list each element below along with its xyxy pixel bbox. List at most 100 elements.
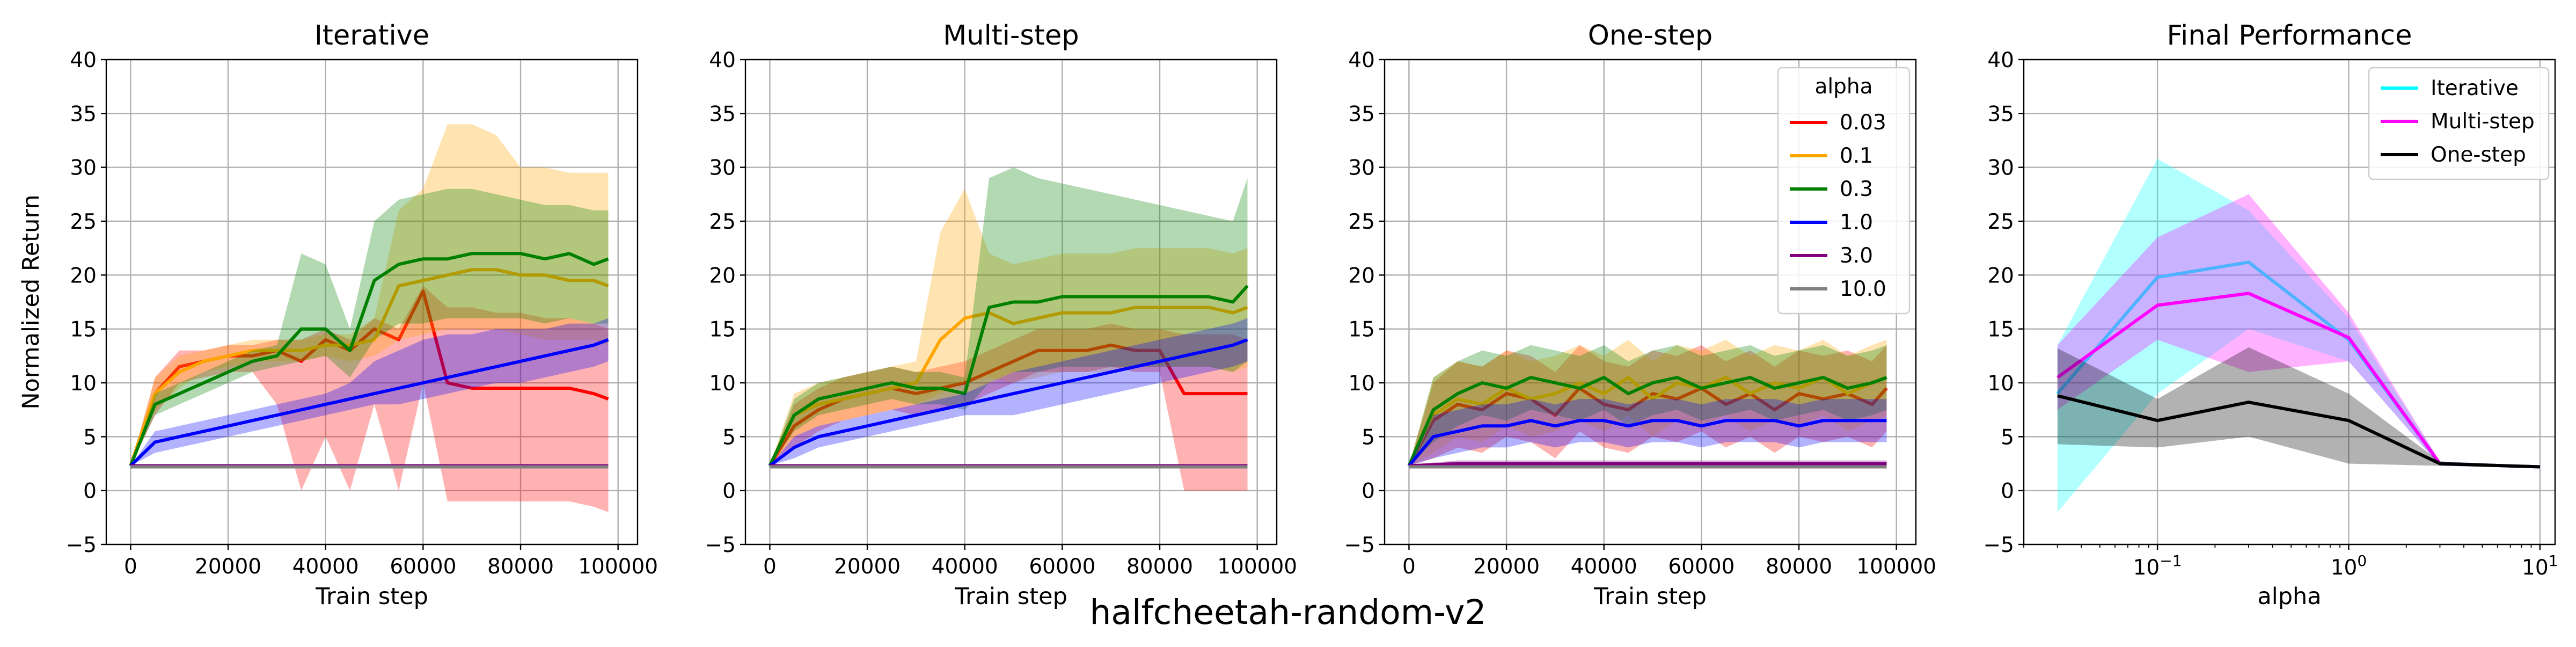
legend-label-Multi-step: Multi-step <box>2431 110 2535 134</box>
y-tick-label: 30 <box>709 156 736 180</box>
legend-label-One-step: One-step <box>2431 143 2526 167</box>
x-tick-label: 40000 <box>1571 555 1637 579</box>
y-tick-label: 5 <box>722 425 736 449</box>
legend: Iterative Multi-step One-step <box>2368 67 2550 180</box>
x-tick-label: 60000 <box>1029 555 1095 579</box>
x-tick-label: 80000 <box>1126 555 1193 579</box>
band-Multi-step <box>2057 194 2540 468</box>
y-tick-label: 35 <box>709 102 736 126</box>
band-0.03 <box>770 323 1248 491</box>
band-1.0 <box>1409 399 1887 466</box>
series-line-0.3 <box>768 285 1249 467</box>
y-tick-label: 20 <box>1987 264 2014 288</box>
y-tick-label: 5 <box>83 425 97 449</box>
legend-label-0.1: 0.1 <box>1840 144 1873 168</box>
x-tick-label: 10−1 <box>2133 552 2182 580</box>
panel-title: Final Performance <box>2167 20 2412 52</box>
y-tick-label: 10 <box>1348 372 1375 396</box>
legend-label-Iterative: Iterative <box>2431 76 2519 100</box>
y-tick-label: 15 <box>709 318 736 342</box>
y-tick-label: 0 <box>1362 479 1375 504</box>
y-tick-label: 5 <box>2001 425 2014 449</box>
y-tick-label: 35 <box>1987 102 2014 126</box>
y-tick-label: 30 <box>1987 156 2014 180</box>
y-tick-label: 30 <box>70 156 97 180</box>
x-tick-label: 80000 <box>487 555 554 579</box>
x-tick-label: 60000 <box>390 555 456 579</box>
y-tick-label: 15 <box>1348 318 1375 342</box>
y-tick-label: 25 <box>1987 210 2014 234</box>
axes-frame <box>2023 59 2556 546</box>
series-line-0.1 <box>768 306 1248 467</box>
x-tick-label: 0 <box>763 555 777 579</box>
y-tick-label: 0 <box>83 479 97 504</box>
band-0.1 <box>770 188 1248 466</box>
band-0.1 <box>130 124 609 466</box>
x-tick-label: 20000 <box>1473 555 1540 579</box>
series-line-1.0 <box>129 338 609 467</box>
y-tick-label: 10 <box>709 372 736 396</box>
series-line-0.1 <box>1407 376 1887 467</box>
legend-label-1.0: 1.0 <box>1840 210 1873 235</box>
plot-area <box>2056 158 2540 512</box>
x-tick-label: 101 <box>2522 552 2558 580</box>
y-tick-label: −5 <box>705 533 736 557</box>
y-tick-label: 30 <box>1348 156 1375 180</box>
x-tick-label: 40000 <box>292 555 359 579</box>
series-line-One-step <box>2057 394 2540 469</box>
plot-area <box>129 124 609 512</box>
x-tick-label: 100000 <box>1217 555 1297 579</box>
band-0.3 <box>130 188 609 466</box>
x-tick-label: 60000 <box>1668 555 1735 579</box>
y-tick-label: 35 <box>1348 102 1375 126</box>
band-0.3 <box>770 167 1248 466</box>
y-tick-label: 25 <box>1348 210 1375 234</box>
axes-frame <box>105 59 639 546</box>
legend-box <box>2368 67 2550 180</box>
x-tick-label: 80000 <box>1766 555 1832 579</box>
band-0.3 <box>1409 345 1887 466</box>
x-tick-label: 20000 <box>195 555 261 579</box>
series-line-1.0 <box>1408 419 1887 467</box>
x-axis-label: Train step <box>954 583 1067 610</box>
series-line-0.3 <box>129 252 609 467</box>
y-tick-label: 20 <box>709 264 736 288</box>
y-tick-label: 40 <box>70 48 97 72</box>
legend-label-3.0: 3.0 <box>1840 244 1873 268</box>
legend-label-10.0: 10.0 <box>1840 277 1886 301</box>
x-tick-label: 100 <box>2331 552 2367 580</box>
legend-title: alpha <box>1814 75 1872 99</box>
panel-title: Iterative <box>314 20 429 52</box>
band-0.1 <box>1409 339 1887 466</box>
y-tick-label: 0 <box>2001 479 2014 504</box>
x-axis-label: Train step <box>1593 583 1707 610</box>
legend: alpha 0.03 0.1 0.3 1.0 3.0 10.0 <box>1777 67 1911 315</box>
y-tick-label: 10 <box>70 372 97 396</box>
legend-box <box>1777 67 1911 315</box>
panel-multi_step: −5 0 5 10 15 20 25 30 35 40 0 20000 40000 60000 80000 1… <box>705 20 1298 610</box>
series-line-1.0 <box>769 338 1248 467</box>
y-tick-label: 35 <box>70 102 97 126</box>
y-tick-label: 25 <box>709 210 736 234</box>
y-tick-label: 10 <box>1987 372 2014 396</box>
axes-frame <box>1384 59 1917 546</box>
y-tick-label: −5 <box>66 533 97 557</box>
legend-label-0.3: 0.3 <box>1840 177 1873 201</box>
y-tick-label: 40 <box>1987 48 2014 72</box>
x-tick-label: 40000 <box>932 555 998 579</box>
y-tick-label: 20 <box>1348 264 1375 288</box>
band-1.0 <box>770 318 1248 466</box>
band-Iterative <box>2057 158 2540 512</box>
x-axis-label: alpha <box>2257 583 2321 610</box>
x-tick-label: 0 <box>1402 555 1416 579</box>
series-line-0.1 <box>129 268 609 467</box>
band-One-step <box>2057 347 2540 468</box>
band-0.03 <box>130 286 609 512</box>
figure-suptitle: halfcheetah-random-v2 <box>1089 593 1486 632</box>
y-tick-label: 5 <box>1362 425 1375 449</box>
series-line-0.3 <box>1407 376 1887 467</box>
axes-frame <box>744 59 1278 546</box>
y-tick-label: 40 <box>1348 48 1375 72</box>
